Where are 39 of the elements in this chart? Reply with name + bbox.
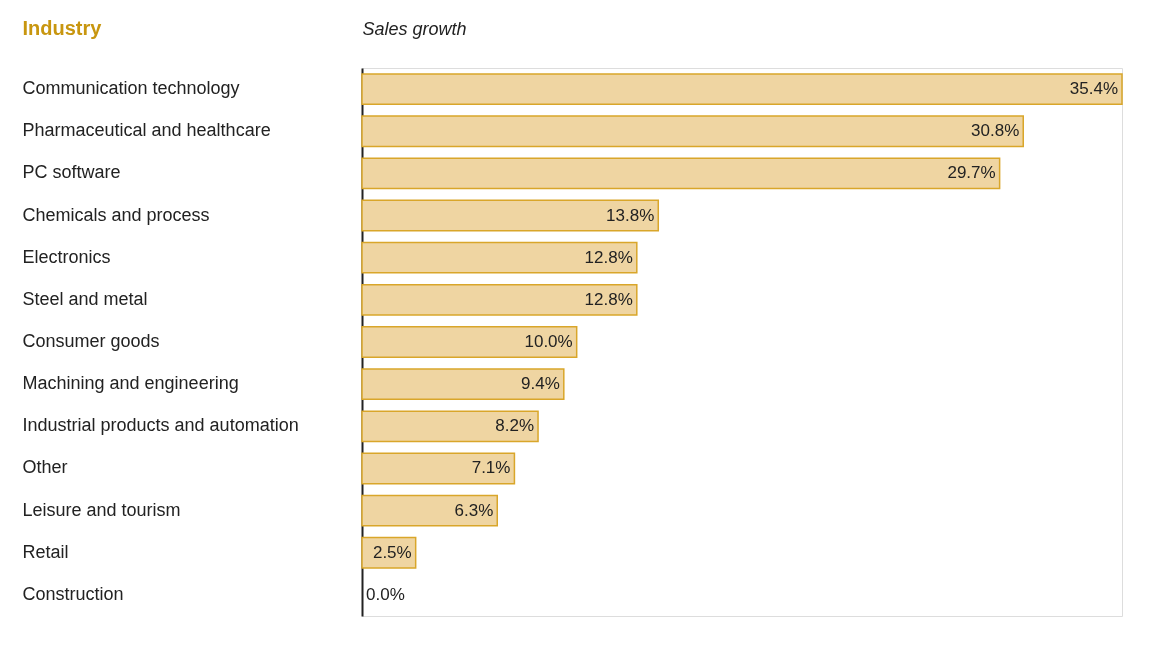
- y-tick-label: Communication technology: [22, 78, 240, 99]
- data-label: 0.0%: [366, 584, 405, 604]
- y-tick-label: Chemicals and process: [22, 204, 210, 225]
- bar: [361, 283, 638, 316]
- y-tick-label: Steel and metal: [22, 288, 148, 309]
- y-tick-label: Retail: [22, 541, 69, 562]
- x-axis-title: Sales growth: [362, 18, 467, 39]
- data-label: 12.8%: [584, 247, 633, 267]
- bar: [361, 241, 638, 274]
- bar: [361, 368, 565, 401]
- y-tick-label: Other: [22, 457, 68, 478]
- data-label: 8.2%: [495, 416, 535, 436]
- data-label: 12.8%: [584, 289, 633, 309]
- y-tick-label: Pharmaceutical and healthcare: [22, 120, 271, 141]
- y-tick-label: PC software: [22, 162, 121, 183]
- data-label: 9.4%: [521, 374, 560, 394]
- y-tick-label: Machining and engineering: [22, 373, 239, 394]
- data-label: 7.1%: [471, 458, 511, 478]
- bar: [361, 494, 498, 527]
- data-label: 29.7%: [947, 163, 996, 183]
- data-label: 10.0%: [524, 332, 573, 351]
- bar: [361, 410, 539, 443]
- y-tick-label: Consumer goods: [22, 331, 160, 351]
- y-tick-label: Construction: [22, 583, 124, 604]
- y-tick-label: Industrial products and automation: [22, 415, 299, 436]
- data-label: 35.4%: [1069, 79, 1118, 99]
- data-label: 6.3%: [454, 500, 494, 520]
- bar: [361, 115, 1024, 148]
- data-label: 13.8%: [606, 205, 655, 225]
- y-tick-label: Leisure and tourism: [22, 499, 181, 520]
- bar: [361, 73, 1123, 105]
- data-label: 30.8%: [971, 121, 1020, 141]
- data-label: 2.5%: [372, 542, 412, 562]
- y-tick-label: Electronics: [22, 246, 111, 267]
- bar: [361, 452, 516, 485]
- y-axis-title: Industry: [22, 16, 103, 39]
- bar: [361, 326, 578, 358]
- bar: [361, 199, 660, 232]
- bar: [361, 157, 1001, 190]
